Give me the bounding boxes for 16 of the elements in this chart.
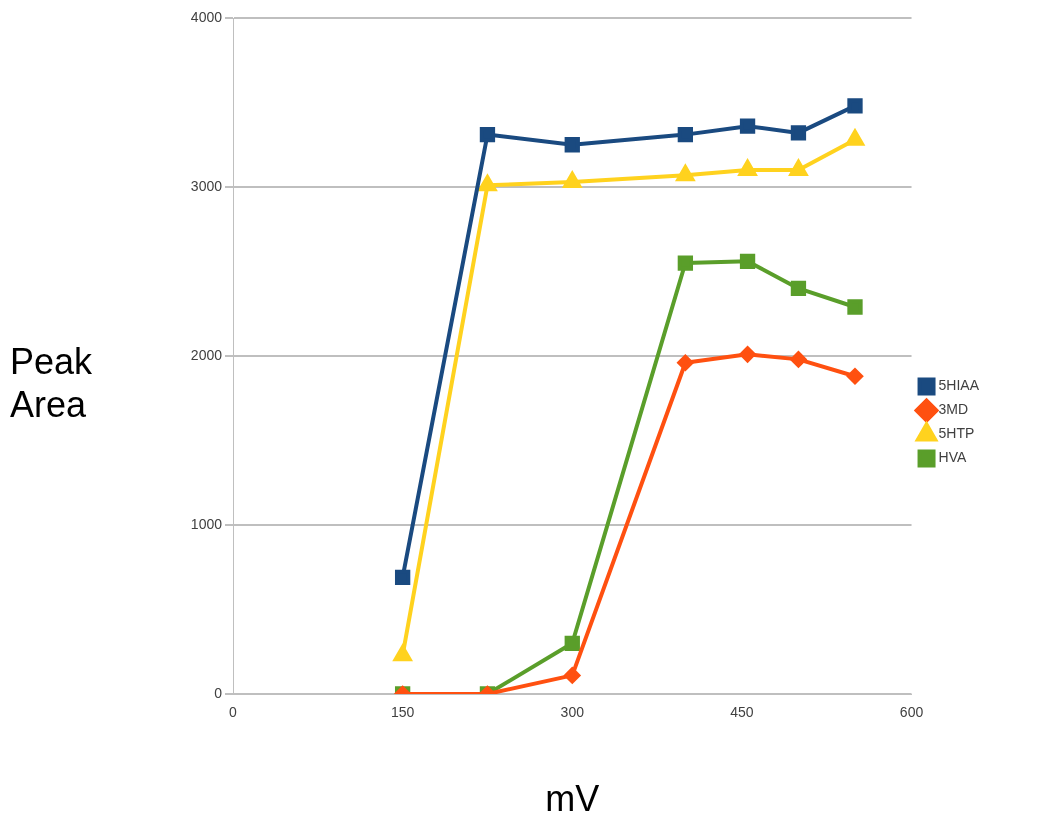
y-tick-label: 0 [214,684,223,701]
y-tick-label: 2000 [190,346,223,363]
legend-label: 3MD [938,401,969,418]
legend-label: 5HTP [938,425,975,442]
x-tick-label: 150 [390,704,415,721]
legend-label: 5HIAA [938,377,980,394]
y-tick-label: 4000 [190,8,223,25]
legend-label: HVA [938,449,967,466]
x-tick-label: 450 [730,704,754,721]
y-axis-title: Peak Area [10,340,94,427]
y-tick-label: 1000 [190,515,223,532]
x-tick-label: 300 [560,704,585,721]
x-tick-label: 600 [899,704,924,721]
x-tick-label: 0 [229,704,238,721]
y-tick-label: 3000 [190,177,223,194]
x-axis-title: mV [545,778,600,820]
